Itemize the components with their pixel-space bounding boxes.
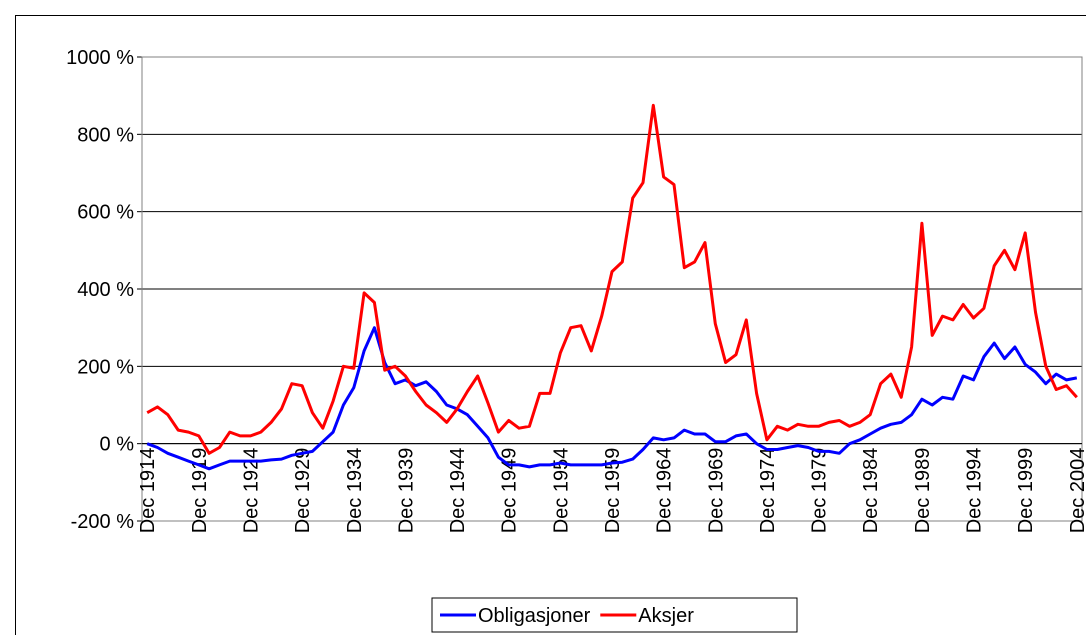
x-tick-label: Dec 1999 xyxy=(1015,448,1037,534)
x-tick-label: Dec 1959 xyxy=(602,448,624,534)
x-tick-label: Dec 2004 xyxy=(1067,448,1086,534)
y-tick-label: 1000 % xyxy=(66,47,134,69)
x-tick-label: Dec 1929 xyxy=(292,448,314,534)
x-tick-label: Dec 1949 xyxy=(499,448,521,534)
x-tick-label: Dec 1919 xyxy=(189,448,211,534)
chart-border xyxy=(15,15,1086,635)
y-tick-label: 400 % xyxy=(77,279,134,301)
x-tick-label: Dec 1939 xyxy=(395,448,417,534)
x-tick-label: Dec 1924 xyxy=(240,448,262,534)
series-line xyxy=(146,103,1078,455)
x-tick-label: Dec 1974 xyxy=(757,448,779,534)
legend-label: Aksjer xyxy=(638,605,694,627)
plot-border xyxy=(141,56,1083,522)
x-tick-label: Dec 1989 xyxy=(912,448,934,534)
x-tick-label: Dec 1914 xyxy=(137,448,159,534)
y-tick-label: -200 % xyxy=(71,511,135,533)
y-tick-label: 0 % xyxy=(100,434,135,456)
x-tick-label: Dec 1944 xyxy=(447,448,469,534)
x-tick-label: Dec 1969 xyxy=(705,448,727,534)
legend: Obligasjoner Aksjer xyxy=(431,597,798,633)
series-line xyxy=(146,326,1078,471)
y-tick-label: 800 % xyxy=(77,124,134,146)
y-tick-label: 600 % xyxy=(77,202,134,224)
x-tick-label: Dec 1984 xyxy=(860,448,882,534)
x-tick-label: Dec 1934 xyxy=(344,448,366,534)
y-tick-label: 200 % xyxy=(77,356,134,378)
x-tick-label: Dec 1964 xyxy=(654,448,676,534)
x-tick-label: Dec 1954 xyxy=(550,448,572,534)
x-tick-label: Dec 1979 xyxy=(809,448,831,534)
legend-label: Obligasjoner xyxy=(478,605,591,627)
x-tick-label: Dec 1994 xyxy=(964,448,986,534)
